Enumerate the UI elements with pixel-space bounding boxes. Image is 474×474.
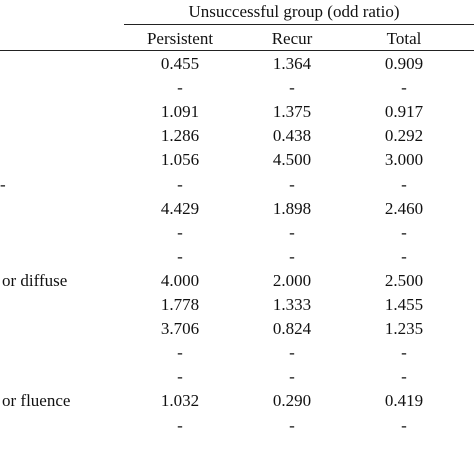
table-cell: - bbox=[177, 343, 183, 363]
table-cell: 4.500 bbox=[272, 150, 312, 170]
row-label: or fluence bbox=[2, 391, 71, 411]
table-cell: 3.706 bbox=[160, 319, 200, 339]
header-rule-full bbox=[0, 50, 474, 51]
table-cell: 0.917 bbox=[384, 102, 424, 122]
table-cell: - bbox=[177, 222, 183, 242]
table-cell: 2.460 bbox=[384, 198, 424, 218]
row-label: - bbox=[0, 174, 6, 194]
table-cell: - bbox=[177, 367, 183, 387]
table-cell: 1.455 bbox=[384, 295, 424, 314]
table-cell: 1.375 bbox=[272, 102, 312, 122]
table-cell: 1.364 bbox=[272, 54, 312, 73]
table-cell: - bbox=[401, 174, 407, 194]
table-cell: 0.824 bbox=[272, 319, 312, 339]
table-cell: - bbox=[289, 367, 295, 387]
table-cell: - bbox=[289, 246, 295, 266]
table-cell: - bbox=[177, 174, 183, 194]
table-cell: - bbox=[401, 246, 407, 266]
table-cell: 1.778 bbox=[160, 295, 200, 314]
table-cell: 3.000 bbox=[384, 150, 424, 170]
table-cell: 4.429 bbox=[160, 198, 200, 218]
table-cell: - bbox=[289, 343, 295, 363]
table-cell: - bbox=[401, 222, 407, 242]
table-cell: 1.898 bbox=[272, 198, 312, 218]
table-cell: 4.000 bbox=[160, 270, 200, 290]
column-header-recur: Recur bbox=[271, 29, 313, 48]
table-cell: 2.000 bbox=[272, 270, 312, 290]
table-cell: 0.419 bbox=[384, 391, 424, 411]
table-cell: 1.091 bbox=[160, 102, 200, 122]
table-cell: 2.500 bbox=[384, 270, 424, 290]
table-cell: - bbox=[289, 222, 295, 242]
column-header-persistent: Persistent bbox=[146, 29, 214, 48]
table-cell: 0.292 bbox=[384, 126, 424, 146]
table-cell: 1.032 bbox=[160, 391, 200, 411]
group-header: Unsuccessful group (odd ratio) bbox=[188, 2, 400, 21]
table-cell: - bbox=[401, 343, 407, 363]
table-cell: - bbox=[401, 367, 407, 387]
table-cell: 0.909 bbox=[384, 54, 424, 73]
table-cell: 1.235 bbox=[384, 319, 424, 339]
column-header-total: Total bbox=[386, 29, 422, 48]
table-cell: - bbox=[401, 78, 407, 98]
table-cell: - bbox=[177, 78, 183, 98]
table-cell: 1.286 bbox=[160, 126, 200, 146]
table-cell: 0.438 bbox=[272, 126, 312, 146]
table-cell: 0.290 bbox=[272, 391, 312, 411]
row-label: or diffuse bbox=[2, 270, 68, 290]
table-cell: - bbox=[289, 415, 295, 435]
top-rule-partial bbox=[124, 24, 474, 25]
table-cell: 0.455 bbox=[160, 54, 200, 73]
table-cell: - bbox=[289, 78, 295, 98]
table-cell: - bbox=[177, 246, 183, 266]
table-cell: - bbox=[289, 174, 295, 194]
table-cell: 1.333 bbox=[272, 295, 312, 314]
table-cell: 1.056 bbox=[160, 150, 200, 170]
table-cell: - bbox=[401, 415, 407, 435]
table-cell: - bbox=[177, 415, 183, 435]
